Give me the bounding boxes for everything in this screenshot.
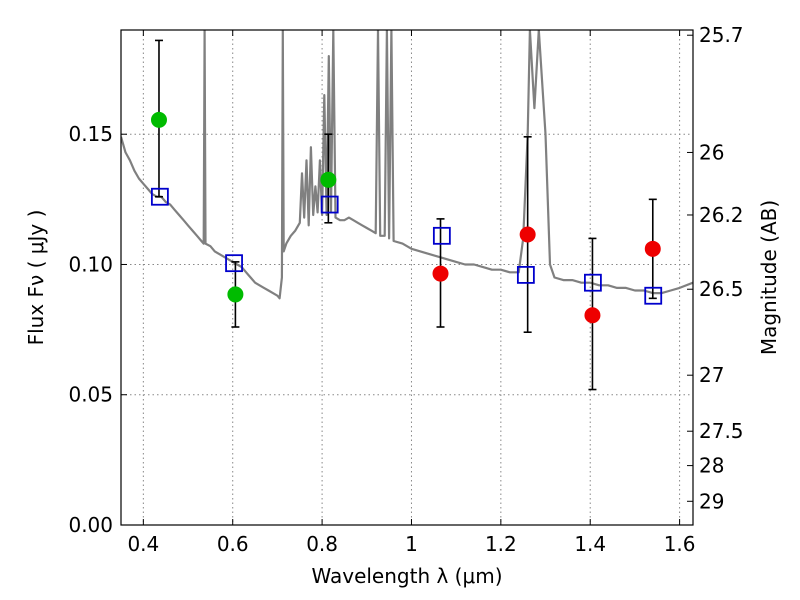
y-axis-ticks: 0.00 0.05 0.10 0.15 bbox=[68, 122, 127, 537]
model-boxes-layer bbox=[150, 187, 663, 305]
x-axis-ticks: 0.4 0.6 0.8 1 1.2 1.4 1.6 bbox=[127, 30, 696, 556]
right-tick-label: 26.5 bbox=[699, 277, 744, 301]
model-box bbox=[516, 265, 535, 284]
right-tick-label: 25.7 bbox=[699, 23, 744, 47]
observed-point bbox=[519, 226, 536, 243]
x-tick-label: 0.4 bbox=[127, 532, 159, 556]
observed-points-layer bbox=[150, 111, 661, 324]
observed-point bbox=[432, 265, 449, 282]
observed-point bbox=[227, 286, 244, 303]
right-tick-label: 28 bbox=[699, 454, 724, 478]
model-spectrum-line bbox=[121, 30, 693, 300]
y-tick-label: 0.15 bbox=[68, 122, 113, 146]
model-box bbox=[644, 286, 663, 305]
y-tick-label: 0.05 bbox=[68, 383, 113, 407]
right-tick-label: 27.5 bbox=[699, 419, 744, 443]
x-tick-label: 1 bbox=[405, 532, 418, 556]
y-axis-label: Flux Fν ( μJy ) bbox=[24, 210, 48, 346]
x-tick-label: 1.4 bbox=[574, 532, 606, 556]
grid bbox=[121, 30, 693, 526]
errorbar-layer bbox=[154, 39, 657, 391]
x-tick-label: 0.8 bbox=[306, 532, 338, 556]
x-tick-label: 1.2 bbox=[485, 532, 517, 556]
model-spectrum-layer bbox=[121, 30, 693, 300]
model-box bbox=[225, 254, 243, 273]
right-tick-label: 26 bbox=[699, 140, 724, 164]
observed-point bbox=[150, 111, 167, 128]
observed-point bbox=[320, 171, 337, 188]
model-box bbox=[584, 273, 602, 292]
observed-point bbox=[584, 307, 601, 324]
x-axis-label: Wavelength λ (μm) bbox=[311, 564, 502, 588]
y-tick-label: 0.10 bbox=[68, 252, 113, 276]
model-box bbox=[150, 187, 169, 206]
observed-point bbox=[644, 240, 661, 257]
plot-frame bbox=[120, 29, 694, 526]
x-tick-label: 0.6 bbox=[217, 532, 249, 556]
right-tick-label: 26.2 bbox=[699, 203, 744, 227]
right-tick-label: 29 bbox=[699, 489, 724, 513]
right-axis-ticks: 25.7 26 26.2 26.5 27 27.5 28 29 bbox=[687, 23, 744, 513]
right-axis-label: Magnitude (AB) bbox=[757, 200, 781, 355]
model-box bbox=[432, 226, 451, 245]
right-tick-label: 27 bbox=[699, 363, 724, 387]
model-box bbox=[320, 195, 339, 214]
x-tick-label: 1.6 bbox=[664, 532, 696, 556]
y-tick-label: 0.00 bbox=[68, 513, 113, 537]
